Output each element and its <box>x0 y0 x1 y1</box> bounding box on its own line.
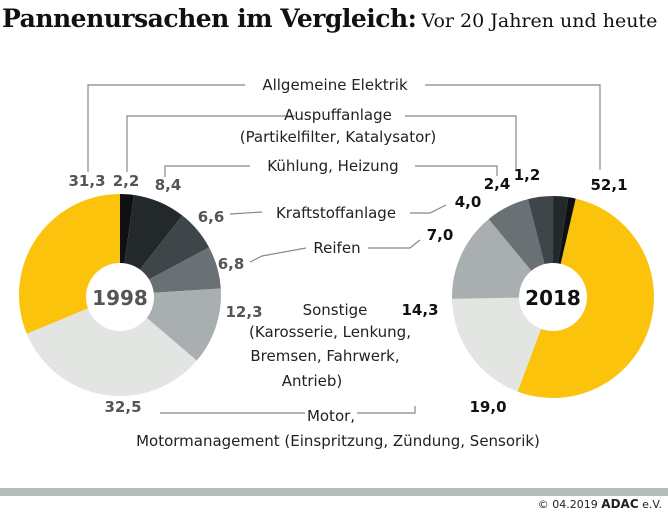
leader-auspuff-right <box>405 115 517 170</box>
value-1998-auspuff: 2,2 <box>112 172 140 190</box>
value-1998-elektrik: 31,3 <box>68 172 106 190</box>
label-sonstige: Sonstige <box>302 301 368 319</box>
value-1998-kuehlung: 8,4 <box>154 176 182 194</box>
value-1998-motor: 32,5 <box>104 398 142 416</box>
footer-credit: © 04.2019 ADAC e.V. <box>537 497 662 511</box>
leader-elektrik-left <box>87 84 245 172</box>
center-label-2018: 2018 <box>525 286 581 310</box>
footer-bar <box>0 488 668 496</box>
label-kuehlung: Kühlung, Heizung <box>267 157 399 175</box>
pie-slice <box>26 295 197 397</box>
pie-slice <box>452 297 553 392</box>
leader-elektrik-right <box>425 84 601 170</box>
label-reifen: Reifen <box>313 239 361 257</box>
label-kraftstoff: Kraftstoffanlage <box>275 204 397 222</box>
leader-kraftstoff-right <box>410 204 447 214</box>
value-2018-reifen: 7,0 <box>426 226 454 244</box>
leader-kuehlung-right <box>415 165 498 176</box>
value-2018-auspuff: 1,2 <box>513 166 541 184</box>
label-sonstige-detail3: Antrieb) <box>281 372 343 390</box>
value-1998-sonstige: 12,3 <box>225 303 263 321</box>
donut-hole-2018 <box>519 263 587 331</box>
label-motor-detail: Motormanagement (Einspritzung, Zündung, … <box>136 432 540 450</box>
label-motor: Motor, <box>306 407 356 425</box>
label-sonstige-detail1: (Karosserie, Lenkung, <box>249 323 411 341</box>
donut-hole-1998 <box>86 263 154 331</box>
value-2018-motor: 19,0 <box>469 398 507 416</box>
value-1998-reifen: 6,8 <box>217 255 245 273</box>
leader-kuehlung-left <box>164 165 250 177</box>
leader-kraftstoff-left <box>229 211 263 215</box>
leader-motor-right <box>357 406 416 414</box>
leader-reifen-right <box>368 239 421 249</box>
leader-auspuff-left <box>126 115 295 172</box>
value-2018-kraftstoff: 4,0 <box>454 193 482 211</box>
leader-reifen-left <box>249 247 307 263</box>
label-auspuff-detail: (Partikelfilter, Katalysator) <box>239 128 437 146</box>
chart-title: Pannenursachen im Vergleich: Vor 20 Jahr… <box>2 4 658 33</box>
value-2018-sonstige: 14,3 <box>401 301 439 319</box>
value-2018-kuehlung: 2,4 <box>483 175 511 193</box>
center-label-1998: 1998 <box>92 286 148 310</box>
label-sonstige-detail2: Bremsen, Fahrwerk, <box>250 347 400 365</box>
leader-lines <box>87 84 601 414</box>
value-2018-elektrik: 52,1 <box>590 176 628 194</box>
label-elektrik: Allgemeine Elektrik <box>262 76 408 94</box>
value-1998-kraftstoff: 6,6 <box>197 208 225 226</box>
label-auspuff: Auspuffanlage <box>284 106 392 124</box>
